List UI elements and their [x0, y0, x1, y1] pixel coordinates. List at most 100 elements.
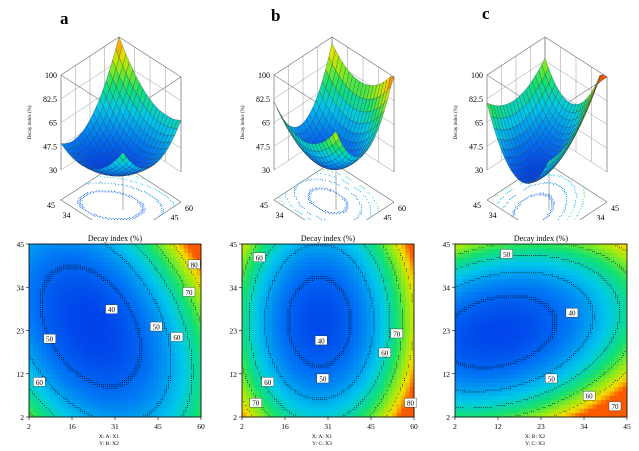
contour-line-point: [160, 316, 162, 318]
heatmap-cell: [50, 274, 56, 280]
heatmap-cell: [166, 300, 172, 305]
heatmap-cell: [259, 313, 264, 318]
contour-line-point: [133, 372, 135, 374]
heatmap-cell: [170, 317, 176, 323]
heatmap-cell: [302, 365, 307, 370]
heatmap-cell: [102, 369, 107, 375]
heatmap-cell: [166, 399, 172, 405]
heatmap-cell: [37, 317, 43, 323]
floor-contour-point: [571, 184, 573, 186]
heatmap-cell: [80, 287, 86, 292]
heatmap-cell: [272, 287, 277, 292]
heatmap-cell: [272, 326, 277, 331]
heatmap-cell: [285, 244, 290, 249]
heatmap-cell: [123, 278, 129, 284]
heatmap-cell: [158, 391, 163, 396]
heatmap-cell: [41, 386, 47, 392]
heatmap-cell: [267, 412, 273, 418]
floor-contour-point: [552, 202, 554, 204]
heatmap-cell: [175, 382, 180, 388]
heatmap-cell: [179, 300, 185, 305]
floor-contour-point: [308, 178, 310, 180]
floor-contour-point: [572, 185, 574, 187]
contour-line-point: [189, 401, 190, 403]
heatmap-cell: [29, 317, 34, 323]
heatmap-cell: [280, 408, 286, 414]
heatmap-cell: [37, 252, 43, 258]
heatmap-cell: [280, 321, 286, 327]
heatmap-cell: [293, 321, 299, 327]
heatmap-cell: [89, 282, 94, 288]
contour-line-point: [40, 289, 41, 291]
heatmap-cell: [293, 256, 299, 262]
heatmap-cell: [175, 317, 180, 323]
heatmap-cell: [272, 391, 277, 396]
contour-line-point: [169, 289, 171, 291]
heatmap-cell: [306, 399, 312, 405]
heatmap-cell: [297, 317, 303, 323]
floor-contour-point: [363, 195, 365, 197]
heatmap-cell: [158, 352, 163, 357]
heatmap-cell: [123, 256, 129, 262]
contour-line-point: [70, 268, 72, 270]
heatmap-cell: [110, 321, 116, 327]
contour-line-point: [152, 408, 154, 410]
heatmap-cell: [123, 252, 129, 258]
contour-line-point: [164, 280, 166, 281]
heatmap-cell: [289, 352, 294, 357]
floor-contour-point: [165, 195, 167, 197]
heatmap-cell: [153, 395, 159, 401]
heatmap-cell: [102, 287, 107, 292]
heatmap-cell: [29, 412, 34, 418]
floor-contour-point: [302, 180, 304, 182]
contour-line-point: [118, 255, 120, 256]
heatmap-cell: [175, 261, 180, 267]
heatmap-cell: [140, 269, 146, 275]
heatmap-cell: [276, 313, 282, 318]
heatmap-cell: [158, 287, 163, 292]
contour-line-point: [116, 383, 118, 385]
heatmap-cell: [280, 269, 286, 275]
contour-line-point: [198, 283, 200, 285]
heatmap-cell: [76, 404, 81, 409]
heatmap-cell: [123, 317, 129, 323]
floor-contour-point: [96, 175, 98, 177]
floor-contour-point: [360, 210, 363, 212]
heatmap-cell: [97, 404, 103, 409]
heatmap-cell: [93, 378, 99, 383]
box-edge: [331, 36, 395, 78]
heatmap-cell: [119, 360, 124, 366]
contour-line-point: [187, 405, 189, 406]
heatmap-cell: [119, 369, 124, 375]
heatmap-cell: [29, 261, 34, 267]
floor-contour-point: [90, 192, 92, 194]
heatmap-cell: [54, 395, 60, 401]
heatmap-cell: [84, 339, 90, 344]
contour-line-point: [183, 324, 185, 326]
heatmap-cell: [76, 265, 81, 271]
heatmap-cell: [254, 304, 260, 310]
heatmap-cell: [196, 365, 202, 370]
heatmap-cell: [254, 334, 260, 340]
heatmap-cell: [175, 304, 180, 310]
contour-line-point: [175, 247, 177, 249]
heatmap-cell: [127, 274, 133, 280]
floor-contour-point: [301, 181, 303, 183]
heatmap-cell: [119, 382, 124, 388]
contour-line-point: [141, 251, 143, 253]
y-tick-label: 34: [63, 211, 71, 220]
heatmap-cell: [162, 317, 167, 323]
heatmap-cell: [54, 412, 60, 418]
heatmap-cell: [67, 360, 73, 366]
floor-contour-point: [300, 205, 302, 207]
heatmap-cell: [153, 274, 159, 280]
heatmap-cell: [302, 386, 307, 392]
contour-line-point: [68, 268, 70, 270]
floor-contour-point: [551, 209, 553, 211]
heatmap-cell: [166, 252, 172, 258]
heatmap-cell: [276, 382, 282, 388]
heatmap-cell: [106, 317, 112, 323]
heatmap-cell: [175, 244, 180, 249]
floor-contour-point: [502, 189, 504, 191]
heatmap-cell: [132, 317, 137, 323]
